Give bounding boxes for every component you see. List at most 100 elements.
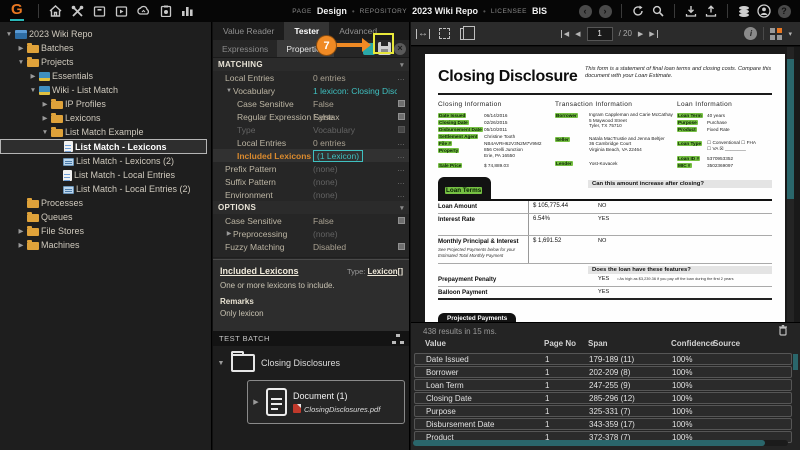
tree-item-file-stores[interactable]: ▶File Stores: [0, 224, 211, 238]
ellipsis-button-icon[interactable]: [397, 179, 405, 185]
page-number-input[interactable]: [587, 27, 613, 41]
tree-item-repo[interactable]: ▼2023 Wiki Repo: [0, 27, 211, 41]
prop-value[interactable]: False: [313, 99, 334, 109]
prop-value[interactable]: (none): [313, 164, 338, 174]
user-button[interactable]: [754, 3, 774, 19]
tree-item-list-match-local-entries-2[interactable]: List Match - Local Entries (2): [0, 182, 211, 196]
prop-row-local-entries-2[interactable]: Local Entries0 entries: [213, 136, 409, 149]
refresh-button[interactable]: [628, 3, 648, 19]
prop-row-prefix-pattern[interactable]: Prefix Pattern(none): [213, 162, 409, 175]
repository-value[interactable]: 2023 Wiki Repo: [412, 6, 478, 16]
tools-icon[interactable]: [67, 3, 89, 19]
expand-arrow[interactable]: ▶: [16, 241, 26, 249]
prop-value[interactable]: (none): [313, 229, 338, 239]
prop-row-type[interactable]: TypeVocabulary: [213, 123, 409, 136]
expand-arrow[interactable]: ▶: [252, 398, 260, 406]
download-button[interactable]: [681, 3, 701, 19]
upload-button[interactable]: [701, 3, 721, 19]
document-card[interactable]: ▶ Document (1) ClosingDisclosures.pdf: [247, 380, 405, 424]
result-row[interactable]: Closing Date1285-296 (12)100%: [414, 392, 792, 404]
checkbox-icon[interactable]: [398, 217, 405, 224]
tree-item-wiki-list-match[interactable]: ▼Wiki - List Match: [0, 83, 211, 97]
tree-item-list-match-example[interactable]: ▼List Match Example: [0, 125, 211, 139]
fit-width-icon[interactable]: ↔: [414, 26, 432, 42]
grooper-logo[interactable]: G: [10, 1, 24, 21]
prop-value[interactable]: (none): [313, 190, 338, 200]
ellipsis-button-icon[interactable]: [397, 140, 405, 146]
column-header-span[interactable]: Span: [588, 339, 608, 348]
clipboard-gear-icon[interactable]: [155, 3, 177, 19]
document-vertical-scrollbar[interactable]: [787, 47, 794, 322]
tree-item-projects[interactable]: ▼Projects: [0, 55, 211, 69]
database-button[interactable]: [734, 3, 754, 19]
next-page-button[interactable]: ▶: [638, 30, 643, 38]
checkbox-icon[interactable]: [398, 100, 405, 107]
batch-folder-row[interactable]: ▼ Closing Disclosures: [217, 354, 406, 372]
tree-item-processes[interactable]: Processes: [0, 196, 211, 210]
tab-expressions[interactable]: Expressions: [213, 40, 277, 57]
close-icon[interactable]: ×: [394, 43, 406, 55]
column-header-value[interactable]: Value: [425, 339, 446, 348]
first-page-button[interactable]: ◀: [561, 30, 569, 38]
result-row[interactable]: Purpose1325-331 (7)100%: [414, 405, 792, 417]
prop-value[interactable]: 0 entries: [313, 73, 346, 83]
stats-chart-icon[interactable]: [177, 3, 199, 19]
collapse-caret-icon[interactable]: ▾: [400, 61, 404, 69]
back-button[interactable]: ‹: [575, 3, 595, 19]
prop-row-included-lexicons[interactable]: Included Lexicons(1 Lexicon): [213, 149, 409, 162]
prop-row-local-entries[interactable]: Local Entries0 entries: [213, 71, 409, 84]
tree-item-batches[interactable]: ▶Batches: [0, 41, 211, 55]
section-header-matching[interactable]: MATCHING▾: [213, 58, 409, 71]
prop-value[interactable]: Disabled: [313, 242, 346, 252]
tree-item-list-match-lexicons[interactable]: List Match - Lexicons: [0, 139, 207, 154]
prop-value[interactable]: False: [313, 112, 334, 122]
prop-row-environment[interactable]: Environment(none): [213, 188, 409, 201]
expand-arrow[interactable]: ▼: [16, 59, 26, 66]
checkbox-icon[interactable]: [398, 243, 405, 250]
prop-value[interactable]: 0 entries: [313, 138, 346, 148]
tab-value-reader[interactable]: Value Reader: [213, 22, 284, 40]
tree-item-ip-profiles[interactable]: ▶IP Profiles: [0, 97, 211, 111]
expand-arrow[interactable]: ▶: [225, 230, 233, 237]
forward-button[interactable]: ›: [595, 3, 615, 19]
column-header-source[interactable]: Source: [713, 339, 740, 348]
prop-value[interactable]: (1 Lexicon): [313, 150, 363, 162]
type-link[interactable]: Lexicon[]: [367, 267, 403, 276]
result-row[interactable]: Date Issued1179-189 (11)100%: [414, 353, 792, 365]
expand-arrow[interactable]: ▶: [28, 72, 38, 80]
expand-arrow[interactable]: ▼: [225, 88, 233, 94]
expand-arrow[interactable]: ▼: [4, 31, 14, 38]
pages-icon[interactable]: [456, 26, 474, 42]
info-icon[interactable]: i: [744, 27, 757, 40]
tree-item-essentials[interactable]: ▶Essentials: [0, 69, 211, 83]
result-row[interactable]: Disbursement Date1343-359 (17)100%: [414, 418, 792, 430]
previous-page-button[interactable]: ◀: [575, 30, 580, 38]
expand-arrow[interactable]: ▶: [40, 114, 50, 122]
batch-icon[interactable]: [111, 3, 133, 19]
checkbox-icon[interactable]: [398, 113, 405, 120]
prop-row-regex-syntax[interactable]: Regular Expression SyntaxFalse: [213, 110, 409, 123]
expand-arrow[interactable]: ▼: [40, 129, 50, 136]
prop-row-options-case-sensitive[interactable]: Case SensitiveFalse: [213, 214, 409, 227]
tree-item-machines[interactable]: ▶Machines: [0, 238, 211, 252]
tree-item-list-match-lexicons-2[interactable]: List Match - Lexicons (2): [0, 154, 211, 168]
column-header-confidence[interactable]: Confidence: [671, 339, 715, 348]
ellipsis-button-icon[interactable]: [397, 153, 405, 159]
document-viewer[interactable]: Closing Disclosure This form is a statem…: [411, 47, 800, 322]
results-vertical-scrollbar[interactable]: [793, 354, 798, 370]
document-page[interactable]: Closing Disclosure This form is a statem…: [425, 54, 785, 322]
archive-icon[interactable]: [89, 3, 111, 19]
prop-value[interactable]: 1 lexicon: Closing Disclosu...: [313, 86, 397, 96]
ellipsis-button-icon[interactable]: [397, 75, 405, 81]
expand-arrow[interactable]: ▼: [217, 360, 225, 367]
home-icon[interactable]: [45, 3, 67, 19]
expand-arrow[interactable]: ▶: [16, 227, 26, 235]
scrollbar-thumb[interactable]: [787, 59, 794, 199]
ellipsis-button-icon[interactable]: [397, 166, 405, 172]
tree-item-queues[interactable]: Queues: [0, 210, 211, 224]
thumbnails-icon[interactable]: [435, 26, 453, 42]
cloud-sync-icon[interactable]: [133, 3, 155, 19]
search-button[interactable]: [648, 3, 668, 19]
results-horizontal-scrollbar[interactable]: [413, 440, 788, 446]
prop-row-vocabulary[interactable]: ▼Vocabulary1 lexicon: Closing Disclosu..…: [213, 84, 409, 97]
